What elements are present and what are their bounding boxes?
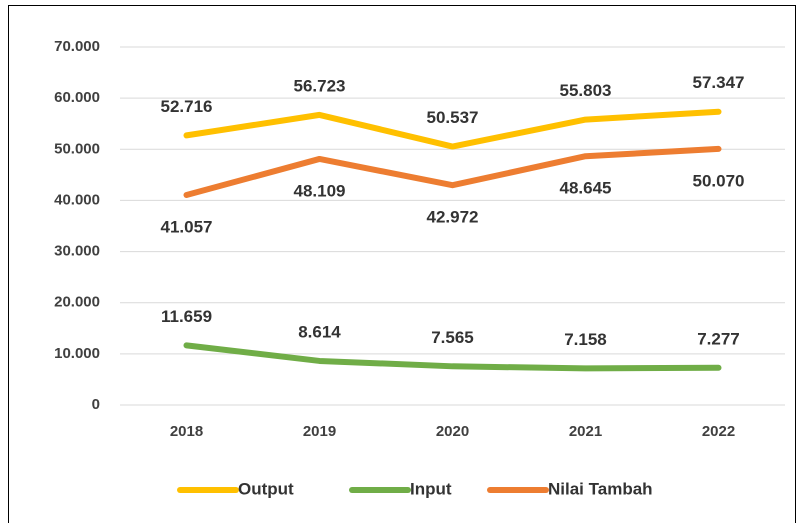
- data-label: 42.972: [427, 208, 479, 227]
- data-label: 41.057: [161, 218, 213, 237]
- series-line: [183, 145, 722, 199]
- data-label: 48.109: [294, 181, 346, 200]
- series-line: [183, 108, 722, 150]
- data-label: 7.565: [431, 328, 474, 347]
- y-tick-label: 60.000: [54, 89, 100, 106]
- x-tick-label: 2018: [170, 423, 203, 440]
- y-tick-label: 30.000: [54, 243, 100, 260]
- series-line: [183, 342, 722, 372]
- data-label: 7.158: [564, 330, 607, 349]
- data-label: 57.347: [693, 73, 745, 92]
- y-tick-label: 20.000: [54, 294, 100, 311]
- data-label: 8.614: [298, 322, 341, 341]
- x-tick-label: 2019: [303, 423, 336, 440]
- data-label: 7.277: [697, 329, 740, 348]
- data-label: 52.716: [161, 97, 213, 116]
- data-label: 50.537: [427, 108, 479, 127]
- x-tick-label: 2021: [569, 423, 602, 440]
- x-tick-label: 2022: [702, 423, 735, 440]
- legend-label: Input: [410, 479, 452, 498]
- y-tick-label: 10.000: [54, 345, 100, 362]
- data-label: 48.645: [560, 179, 612, 198]
- legend-label: Output: [238, 479, 294, 498]
- chart-frame: [8, 5, 796, 523]
- y-tick-label: 50.000: [54, 140, 100, 157]
- data-label: 11.659: [161, 307, 212, 326]
- data-label: 56.723: [294, 76, 346, 95]
- data-label: 50.070: [693, 171, 745, 190]
- x-tick-label: 2020: [436, 423, 469, 440]
- data-label: 55.803: [560, 81, 612, 100]
- y-tick-label: 0: [92, 396, 100, 413]
- legend-label: Nilai Tambah: [548, 479, 653, 498]
- y-tick-label: 70.000: [54, 38, 100, 55]
- y-tick-label: 40.000: [54, 191, 100, 208]
